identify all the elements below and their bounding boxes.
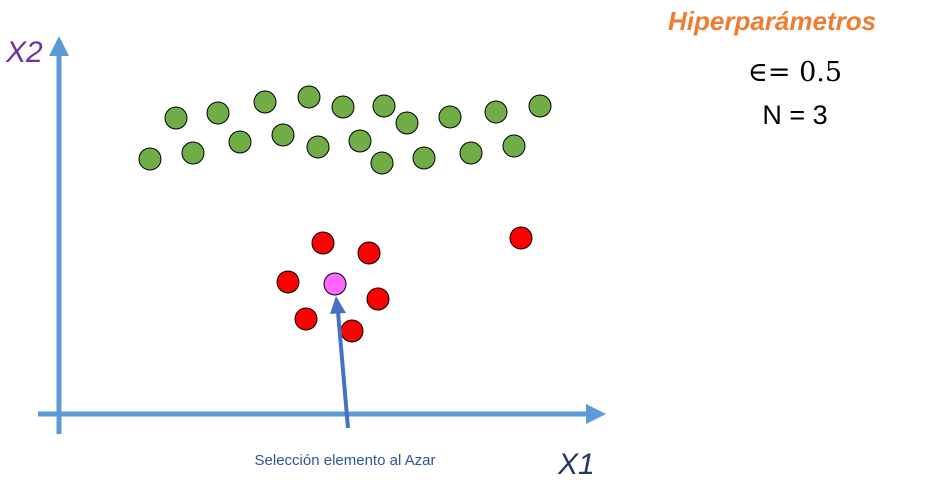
green-point bbox=[502, 134, 526, 158]
red-cluster bbox=[276, 226, 533, 343]
x-axis-arrowhead bbox=[586, 404, 606, 424]
green-point bbox=[331, 95, 355, 119]
selected-point bbox=[323, 272, 347, 296]
green-point bbox=[395, 111, 419, 135]
y-axis-arrowhead bbox=[49, 36, 69, 56]
green-point bbox=[484, 100, 508, 124]
n-value: N = 3 bbox=[762, 100, 828, 130]
green-point bbox=[228, 130, 252, 154]
red-point bbox=[366, 287, 390, 311]
epsilon-value: ∈= 0.5 bbox=[747, 57, 843, 88]
green-point bbox=[138, 147, 162, 171]
green-point bbox=[412, 146, 436, 170]
green-point bbox=[297, 85, 321, 109]
red-outlier-point bbox=[509, 226, 533, 250]
red-point bbox=[276, 270, 300, 294]
selection-caption: Selección elemento al Azar bbox=[254, 452, 436, 469]
red-point bbox=[311, 231, 335, 255]
x-axis-label: X1 bbox=[558, 448, 595, 481]
green-point bbox=[164, 106, 188, 130]
green-point bbox=[306, 135, 330, 159]
green-point bbox=[372, 94, 396, 118]
red-point bbox=[357, 241, 381, 265]
red-point bbox=[340, 319, 364, 343]
green-point bbox=[459, 141, 483, 165]
hyperparameters-title: Hiperparámetros bbox=[668, 6, 877, 36]
green-point bbox=[271, 123, 295, 147]
green-point bbox=[348, 129, 372, 153]
green-cluster bbox=[138, 85, 552, 175]
green-point bbox=[438, 105, 462, 129]
axes bbox=[38, 36, 606, 434]
green-point bbox=[253, 90, 277, 114]
selection-arrow bbox=[330, 296, 350, 429]
red-point bbox=[294, 307, 318, 331]
green-point bbox=[206, 101, 230, 125]
green-point bbox=[181, 141, 205, 165]
y-axis-label: X2 bbox=[6, 36, 43, 69]
green-point bbox=[370, 151, 394, 175]
green-point bbox=[528, 94, 552, 118]
